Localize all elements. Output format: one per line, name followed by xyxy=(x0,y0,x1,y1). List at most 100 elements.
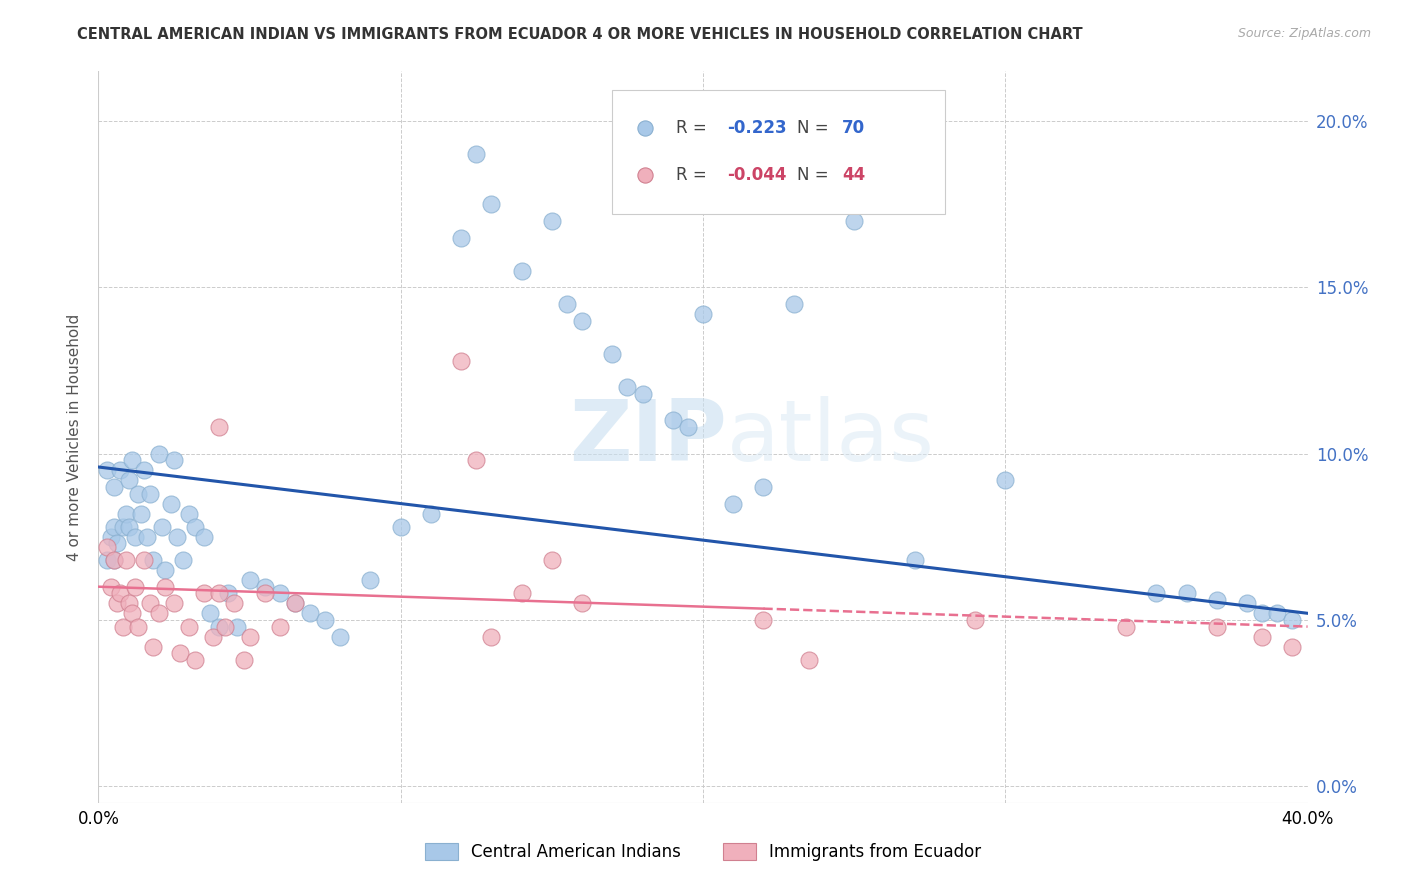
Text: N =: N = xyxy=(797,166,834,185)
Point xyxy=(1281,640,1303,654)
Text: 70: 70 xyxy=(842,120,865,137)
Point xyxy=(676,420,699,434)
Point xyxy=(184,520,207,534)
Point xyxy=(160,497,183,511)
Point xyxy=(142,640,165,654)
Point xyxy=(661,413,683,427)
Text: ZIP: ZIP xyxy=(569,395,727,479)
Point xyxy=(752,480,775,494)
Point xyxy=(510,586,533,600)
Point xyxy=(214,619,236,633)
Point xyxy=(253,586,276,600)
Point xyxy=(226,619,249,633)
Point xyxy=(163,453,186,467)
Text: atlas: atlas xyxy=(727,395,935,479)
Point xyxy=(1251,630,1274,644)
Point xyxy=(103,520,125,534)
Point xyxy=(783,297,806,311)
Text: -0.223: -0.223 xyxy=(727,120,787,137)
Point xyxy=(602,347,624,361)
Point xyxy=(135,530,157,544)
Text: N =: N = xyxy=(797,120,834,137)
Point xyxy=(105,536,128,550)
Text: -0.044: -0.044 xyxy=(727,166,787,185)
Point xyxy=(124,530,146,544)
Point xyxy=(153,580,176,594)
Point xyxy=(217,586,239,600)
Point xyxy=(481,630,503,644)
Point xyxy=(510,264,533,278)
Point xyxy=(1267,607,1289,621)
Point xyxy=(1115,619,1137,633)
Point xyxy=(1144,586,1167,600)
Text: R =: R = xyxy=(676,120,713,137)
Point xyxy=(284,596,307,610)
Point xyxy=(184,653,207,667)
Point xyxy=(253,580,276,594)
Point xyxy=(208,586,231,600)
Point xyxy=(1281,613,1303,627)
Point xyxy=(111,520,134,534)
Text: CENTRAL AMERICAN INDIAN VS IMMIGRANTS FROM ECUADOR 4 OR MORE VEHICLES IN HOUSEHO: CENTRAL AMERICAN INDIAN VS IMMIGRANTS FR… xyxy=(77,27,1083,42)
Point xyxy=(360,573,382,587)
Point xyxy=(465,453,488,467)
Point xyxy=(389,520,412,534)
Point xyxy=(121,607,143,621)
Point xyxy=(1236,596,1258,610)
Point xyxy=(904,553,927,567)
Point xyxy=(1251,607,1274,621)
Point xyxy=(96,463,118,477)
Point xyxy=(555,297,578,311)
Point xyxy=(269,586,291,600)
Point xyxy=(179,619,201,633)
Y-axis label: 4 or more Vehicles in Household: 4 or more Vehicles in Household xyxy=(67,313,83,561)
Text: R =: R = xyxy=(676,166,713,185)
Point xyxy=(103,480,125,494)
Point xyxy=(208,619,231,633)
Point xyxy=(163,596,186,610)
Point xyxy=(142,553,165,567)
Text: 44: 44 xyxy=(842,166,865,185)
Text: Source: ZipAtlas.com: Source: ZipAtlas.com xyxy=(1237,27,1371,40)
Point xyxy=(224,596,246,610)
Point xyxy=(100,530,122,544)
Point xyxy=(114,507,136,521)
Point xyxy=(103,553,125,567)
Point xyxy=(148,607,170,621)
Point xyxy=(108,463,131,477)
Point xyxy=(96,540,118,554)
Point xyxy=(139,486,162,500)
Legend: Central American Indians, Immigrants from Ecuador: Central American Indians, Immigrants fro… xyxy=(418,836,988,868)
Point xyxy=(540,214,562,228)
Point xyxy=(202,630,225,644)
Point xyxy=(169,646,191,660)
Point xyxy=(269,619,291,633)
Point xyxy=(208,420,231,434)
Point xyxy=(1175,586,1198,600)
Point xyxy=(118,473,141,487)
Point xyxy=(797,653,820,667)
Point xyxy=(193,530,215,544)
Point xyxy=(965,613,987,627)
Point xyxy=(481,197,503,211)
FancyBboxPatch shape xyxy=(613,90,945,214)
Point xyxy=(153,563,176,577)
Point xyxy=(127,619,149,633)
Point xyxy=(193,586,215,600)
Point xyxy=(132,463,155,477)
Point xyxy=(616,380,638,394)
Point xyxy=(114,553,136,567)
Point xyxy=(118,520,141,534)
Point xyxy=(299,607,322,621)
Point xyxy=(172,553,194,567)
Point xyxy=(121,453,143,467)
Point xyxy=(752,613,775,627)
Point xyxy=(96,553,118,567)
Point xyxy=(179,507,201,521)
Point xyxy=(465,147,488,161)
Point xyxy=(100,580,122,594)
Point xyxy=(540,553,562,567)
Point xyxy=(111,619,134,633)
Point xyxy=(108,586,131,600)
Point xyxy=(723,497,745,511)
